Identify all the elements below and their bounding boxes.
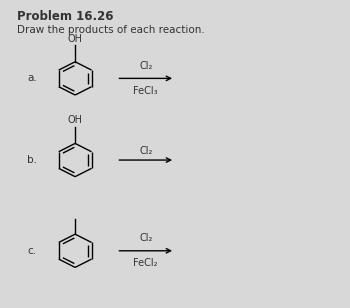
Text: c.: c. <box>27 246 36 256</box>
Text: OH: OH <box>68 115 83 125</box>
Text: FeCl₃: FeCl₃ <box>133 86 158 96</box>
Text: Cl₂: Cl₂ <box>139 61 152 71</box>
Text: a.: a. <box>27 73 37 83</box>
Text: Cl₂: Cl₂ <box>139 145 152 156</box>
Text: FeCl₂: FeCl₂ <box>133 258 158 268</box>
Text: Problem 16.26: Problem 16.26 <box>16 10 113 23</box>
Text: Cl₂: Cl₂ <box>139 233 152 243</box>
Text: b.: b. <box>27 155 37 165</box>
Text: OH: OH <box>68 34 83 44</box>
Text: Draw the products of each reaction.: Draw the products of each reaction. <box>16 26 204 35</box>
